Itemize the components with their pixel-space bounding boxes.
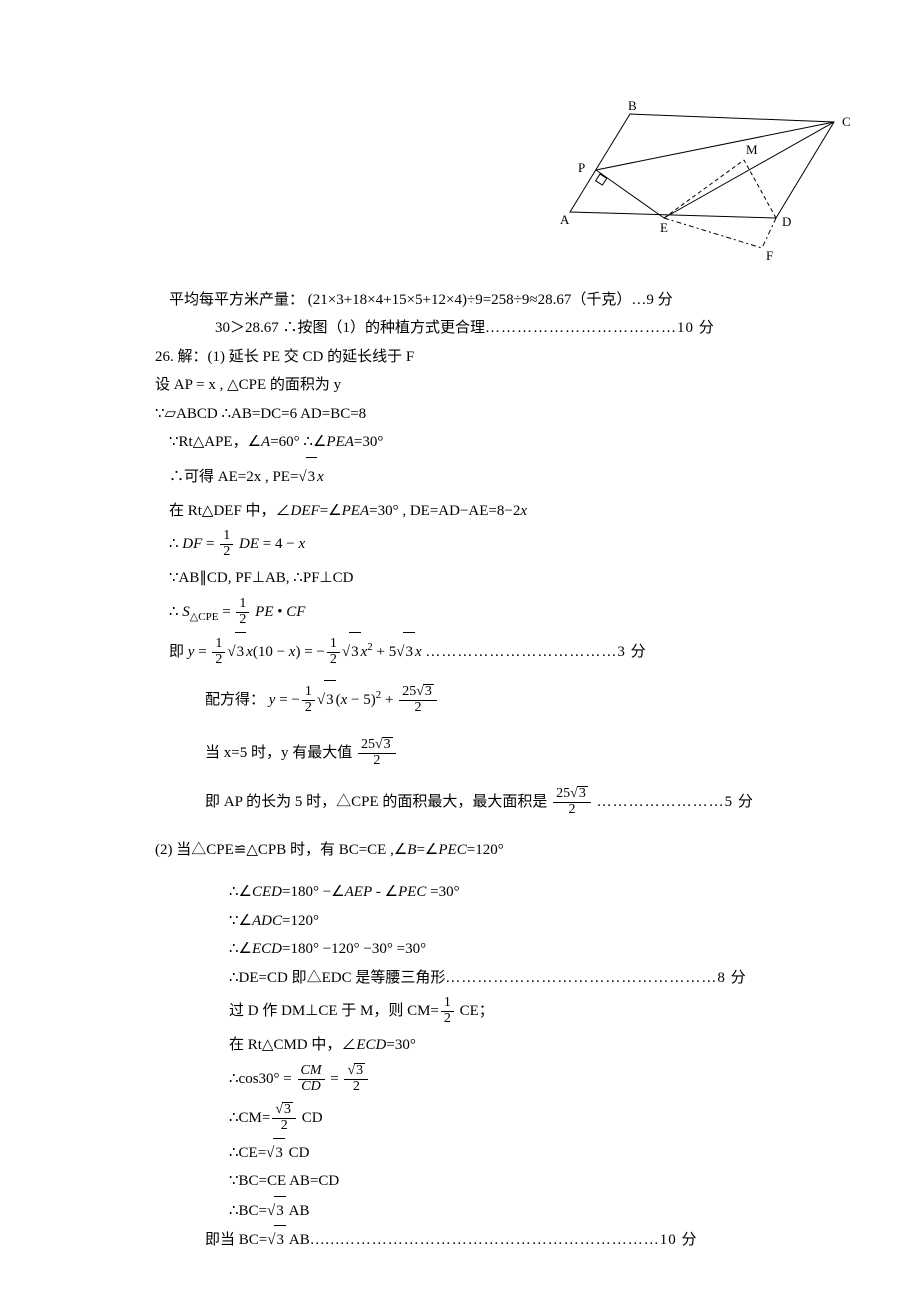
score-5: ……………………5 分: [597, 794, 754, 810]
p26-l6: 在 Rt△DEF 中，∠DEF=∠PEA=30° , DE=AD−AE=8−2x: [155, 497, 860, 526]
p26b-head: (2) 当△CPE≌△CPB 时，有 BC=CE ,∠B=∠PEC=120°: [155, 836, 860, 865]
score-10: ……………………………………………………10 分: [340, 1232, 698, 1248]
p26-l3: ∵▱ABCD ∴AB=DC=6 AD=BC=8: [155, 400, 860, 429]
p26-head: 26. 解：(1) 延长 PE 交 CD 的延长线于 F: [155, 343, 860, 372]
geometry-diagram: B C A D P E M F: [560, 100, 860, 276]
p26b-l4: ∴DE=CD 即△EDC 是等腰三角形……………………………………………8 分: [155, 964, 860, 993]
p26-l12: 当 x=5 时，y 有最大值 25√32: [155, 734, 860, 773]
label-D: D: [782, 214, 791, 229]
p26b-l3: ∴∠ECD=180° −120° −30° =30°: [155, 935, 860, 964]
p26b-l12: 即当 BC=√3 AB…………………………………………………………10 分: [155, 1225, 860, 1255]
p26b-l2: ∵∠ADC=120°: [155, 907, 860, 936]
prev-line-2-text: 30＞28.67 ∴按图（1）的种植方式更合理: [215, 320, 485, 336]
p26b-l9: ∴CE=√3 CD: [155, 1138, 860, 1168]
p26-l2: 设 AP = x , △CPE 的面积为 y: [155, 371, 860, 400]
p26-l13: 即 AP 的长为 5 时，△CPE 的面积最大，最大面积是 25√32 ……………: [155, 783, 860, 822]
p26-l4: ∵Rt△APE，∠A=60° ∴∠PEA=30°: [155, 428, 860, 457]
p26b-l7: ∴cos30° = CMCD = √32: [155, 1060, 860, 1099]
p26-l7: ∴ DF = 12 DE = 4 − x: [155, 525, 860, 564]
label-P: P: [578, 160, 585, 175]
label-A: A: [560, 212, 570, 227]
p26b-l11: ∴BC=√3 AB: [155, 1196, 860, 1226]
p26b-l8: ∴CM=√32 CD: [155, 1099, 860, 1138]
label-B: B: [628, 100, 637, 113]
label-M: M: [746, 142, 758, 157]
p26-l10: 即 y = 12√3x(10 − x) = −12√3x2 + 5√3x …………: [155, 632, 860, 672]
prev-line-2-score: ………………………………10 分: [485, 320, 715, 336]
p26-l8: ∵AB∥CD, PF⊥AB, ∴PF⊥CD: [155, 564, 860, 593]
p26b-l5: 过 D 作 DM⊥CE 于 M，则 CM=12 CE；: [155, 992, 860, 1031]
label-E: E: [660, 220, 668, 235]
score-8: ……………………………………………8 分: [445, 970, 746, 986]
p26b-l1: ∴∠CED=180° −∠AEP - ∠PEC =30°: [155, 878, 860, 907]
label-C: C: [842, 114, 851, 129]
prev-line-2: 30＞28.67 ∴按图（1）的种植方式更合理………………………………10 分: [155, 314, 860, 343]
prev-line-1: 平均每平方米产量： (21×3+18×4+15×5+12×4)÷9=258÷9≈…: [155, 286, 860, 315]
p26-l11: 配方得： y = −12√3(x − 5)2 + 25√32: [155, 680, 860, 720]
p26b-l10: ∵BC=CE AB=CD: [155, 1167, 860, 1196]
score-3: ………………………………3 分: [425, 644, 646, 660]
p26b-l6: 在 Rt△CMD 中，∠ECD=30°: [155, 1031, 860, 1060]
p26-l5: ∴可得 AE=2x , PE=√3x: [155, 457, 860, 497]
label-F: F: [766, 248, 773, 263]
p26-l9: ∴ S△CPE = 12 PE • CF: [155, 593, 860, 632]
